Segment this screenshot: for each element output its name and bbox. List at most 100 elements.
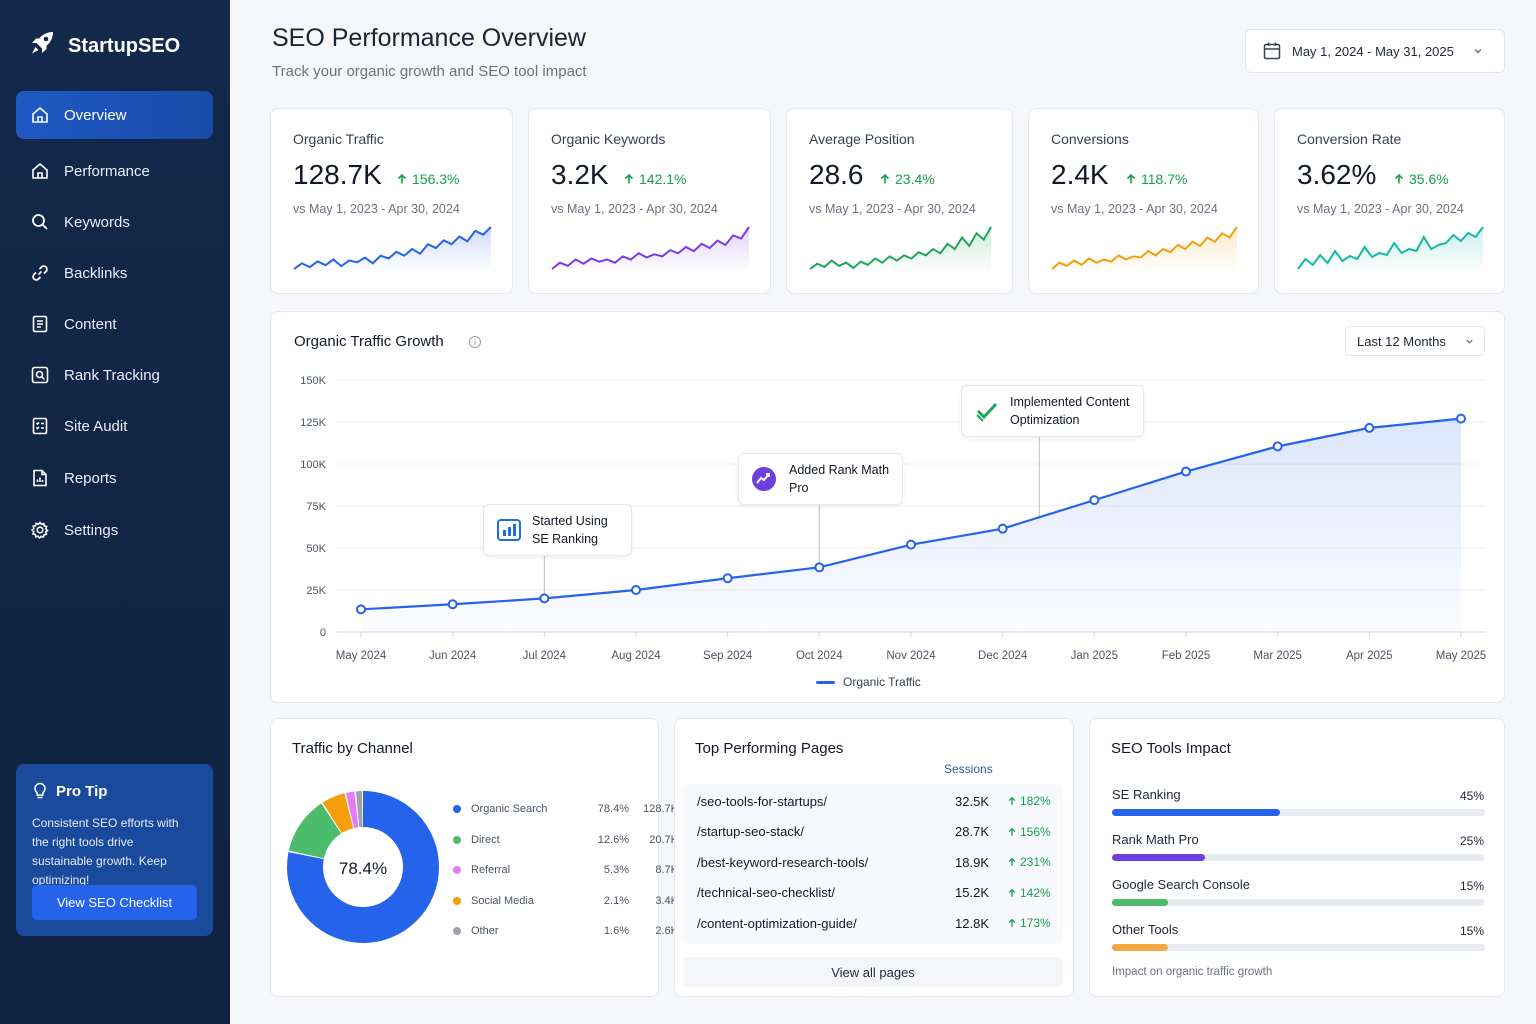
channel-value: 8.7K <box>655 864 678 876</box>
data-point <box>447 599 458 610</box>
data-point <box>1456 413 1466 424</box>
data-point <box>997 523 1008 534</box>
legend-dot <box>453 805 461 813</box>
page-change-value: 182% <box>1020 794 1051 808</box>
tool-progress-track <box>1112 899 1485 906</box>
kpi-card-conversions[interactable]: Conversions 2.4K 118.7% vs May 1, 2023 -… <box>1028 108 1259 294</box>
channel-pct: 5.3% <box>603 864 629 876</box>
page-path: /startup-seo-stack/ <box>697 824 804 839</box>
table-row[interactable]: /startup-seo-stack/ 28.7K 156% <box>683 817 1063 847</box>
data-point <box>1181 466 1191 477</box>
sparkline-area <box>294 227 491 273</box>
data-point <box>539 593 550 604</box>
kpi-change: 156.3% <box>396 171 459 187</box>
channel-pct: 12.6% <box>597 833 629 846</box>
kpi-card-organic-traffic[interactable]: Organic Traffic 128.7K 156.3% vs May 1, … <box>270 108 513 294</box>
kpi-value: 3.2K <box>551 159 609 190</box>
kpi-card-organic-keywords[interactable]: Organic Keywords 3.2K 142.1% vs May 1, 2… <box>528 108 771 294</box>
page-path: /technical-seo-checklist/ <box>697 885 835 900</box>
tool-pct: 25% <box>1459 834 1484 848</box>
x-tick-label: Feb 2025 <box>1162 650 1211 662</box>
x-tick-label: May 2024 <box>336 650 387 662</box>
sidebar-item-performance[interactable]: Performance <box>16 147 213 195</box>
sidebar-item-reports[interactable]: Reports <box>16 454 213 502</box>
data-point <box>1272 441 1283 452</box>
channel-name: Social Media <box>471 894 534 907</box>
page-title: SEO Performance Overview <box>272 24 586 52</box>
document-icon <box>32 315 48 333</box>
kpi-card-conversion-rate[interactable]: Conversion Rate 3.62% 35.6% vs May 1, 20… <box>1274 108 1505 294</box>
arrow-up-icon <box>1126 173 1136 184</box>
legend-dot <box>453 896 461 905</box>
legend-dot <box>453 835 461 844</box>
page-sessions: 32.5K <box>955 793 989 809</box>
channel-legend-item: Direct 12.6% 20.7K <box>453 834 678 846</box>
sidebar-item-label: Keywords <box>64 213 130 231</box>
channel-pct: 1.6% <box>603 925 629 937</box>
sidebar-item-backlinks[interactable]: Backlinks <box>16 249 213 297</box>
tool-progress-fill <box>1112 899 1168 906</box>
kpi-value: 128.7K <box>293 159 382 190</box>
y-tick-label: 0 <box>320 627 326 639</box>
rank-search-icon <box>31 366 49 384</box>
home-icon <box>32 106 48 123</box>
kpi-label: Organic Keywords <box>551 131 666 147</box>
brand[interactable]: StartupSEO <box>28 28 180 64</box>
channel-name: Other <box>471 925 499 937</box>
x-tick-label: Jul 2024 <box>523 650 567 662</box>
sidebar-item-rank-tracking[interactable]: Rank Tracking <box>16 351 213 399</box>
sparkline-line <box>1297 226 1484 270</box>
table-row[interactable]: /content-optimization-guide/ 12.8K 173% <box>683 908 1063 938</box>
annotation-text: Implemented Content Optimization <box>1010 395 1130 427</box>
kpi-value: 2.4K <box>1051 159 1109 190</box>
view-all-pages-button[interactable]: View all pages <box>683 957 1063 987</box>
range-select-value: Last 12 Months <box>1357 333 1446 349</box>
kpi-label: Conversions <box>1051 131 1129 147</box>
range-select[interactable]: Last 12 Months <box>1345 326 1485 356</box>
legend-label: Organic Traffic <box>843 675 921 689</box>
page-change: 142% <box>1007 886 1051 900</box>
sidebar-item-overview[interactable]: Overview <box>16 91 213 139</box>
sparkline-area <box>552 227 749 273</box>
y-tick-label: 125K <box>300 417 326 429</box>
pages-table <box>683 784 1063 944</box>
gear-icon <box>30 521 49 540</box>
page-sessions: 12.8K <box>955 915 989 931</box>
page-sessions: 18.9K <box>955 854 989 870</box>
kpi-change: 142.1% <box>623 171 686 187</box>
info-icon[interactable] <box>468 335 482 349</box>
sidebar-item-keywords[interactable]: Keywords <box>16 198 213 246</box>
sidebar-item-label: Content <box>64 315 117 333</box>
channel-donut-chart <box>287 791 439 943</box>
table-row[interactable]: /best-keyword-research-tools/ 18.9K 231% <box>683 847 1063 877</box>
organic-traffic-growth-card: Organic Traffic Growth Last 12 Months 0 2… <box>270 311 1505 703</box>
sidebar-item-label: Site Audit <box>64 417 128 435</box>
kpi-change-value: 142.1% <box>639 171 687 187</box>
kpi-change: 35.6% <box>1393 171 1449 187</box>
annotation-se-ranking: Started Using SE Ranking <box>483 504 632 556</box>
kpi-compare: vs May 1, 2023 - Apr 30, 2024 <box>293 202 460 216</box>
sidebar-item-settings[interactable]: Settings <box>16 506 213 554</box>
chevron-down-icon <box>1466 339 1473 344</box>
sidebar-item-content[interactable]: Content <box>16 300 213 348</box>
kpi-card-average-position[interactable]: Average Position 28.6 23.4% vs May 1, 20… <box>786 108 1013 294</box>
view-seo-checklist-button[interactable]: View SEO Checklist <box>32 885 197 920</box>
kpi-label: Average Position <box>809 131 915 147</box>
channel-value: 20.7K <box>649 833 678 846</box>
tool-progress-fill <box>1112 944 1168 951</box>
arrow-up-icon <box>1008 827 1016 836</box>
arrow-up-icon <box>1008 857 1016 866</box>
date-range-picker[interactable]: May 1, 2024 - May 31, 2025 <box>1245 29 1505 73</box>
table-row[interactable]: /seo-tools-for-startups/ 32.5K 182% <box>683 786 1063 816</box>
sidebar-item-site-audit[interactable]: Site Audit <box>16 402 213 450</box>
sidebar-item-label: Overview <box>64 106 127 124</box>
tool-pct: 45% <box>1459 789 1484 803</box>
app-name: StartupSEO <box>68 34 181 57</box>
kpi-change-value: 156.3% <box>412 171 460 187</box>
tool-progress-track <box>1112 809 1485 816</box>
table-row[interactable]: /technical-seo-checklist/ 15.2K 142% <box>683 878 1063 908</box>
se-ranking-icon <box>497 519 521 541</box>
sidebar-item-label: Rank Tracking <box>64 366 160 384</box>
x-tick-label: Oct 2024 <box>796 650 843 662</box>
page-change: 156% <box>1007 825 1051 839</box>
